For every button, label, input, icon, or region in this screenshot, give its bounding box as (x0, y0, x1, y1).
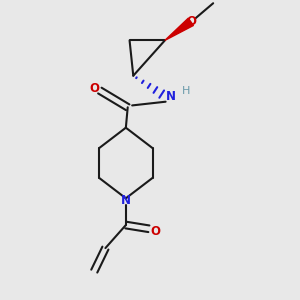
Text: O: O (187, 15, 196, 28)
Polygon shape (165, 18, 194, 40)
Text: O: O (151, 225, 160, 238)
Text: N: N (121, 194, 131, 207)
Text: H: H (182, 85, 190, 96)
Text: O: O (89, 82, 99, 95)
Text: N: N (166, 90, 176, 104)
